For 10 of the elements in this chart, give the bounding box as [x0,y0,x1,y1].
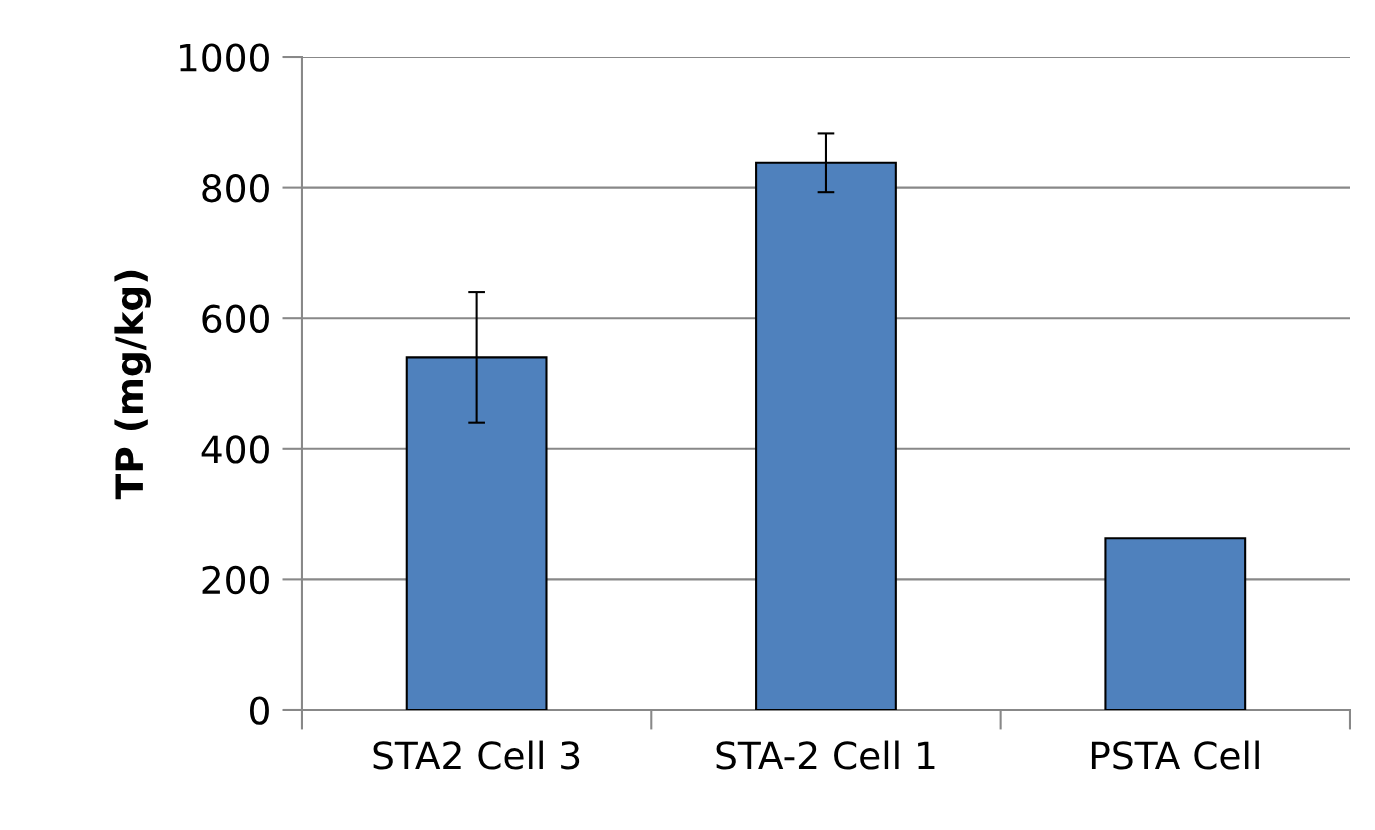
y-tick-label: 200 [202,565,269,595]
x-tick-label: STA2 Cell 3 [373,740,580,770]
x-tick-label: PSTA Cell [1091,740,1259,770]
y-axis-title: TP (mg/kg) [114,270,151,500]
y-tick-label: 1000 [180,43,269,72]
y-tick-label: 600 [202,304,269,333]
x-tick-label: STA-2 Cell 1 [716,740,935,770]
y-tick-label: 800 [202,174,269,203]
y-tick-label: 400 [201,435,269,464]
y-tick-label: 0 [250,696,269,725]
